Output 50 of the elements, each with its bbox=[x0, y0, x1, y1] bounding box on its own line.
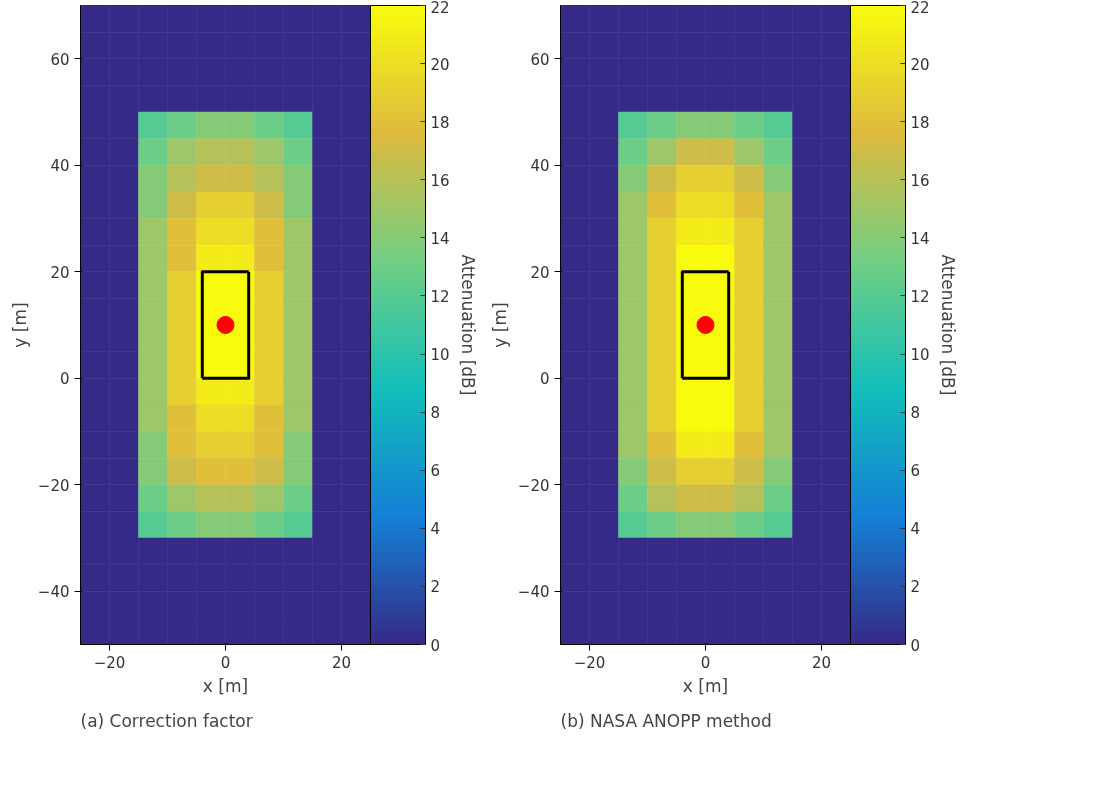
y-axis-title: y [m] bbox=[9, 302, 30, 348]
color-bar-label: 10 bbox=[910, 346, 930, 365]
color-bar-label: 14 bbox=[430, 229, 450, 248]
text: (b) NASA ANOPP method bbox=[560, 710, 772, 731]
x-tick-label: 0 bbox=[220, 653, 231, 672]
y-tick-label: −20 bbox=[517, 476, 550, 495]
color-bar-title: Attenuation [dB] bbox=[457, 254, 478, 396]
color-bar-title: Attenuation [dB] bbox=[937, 254, 958, 396]
x-tick-label: 0 bbox=[700, 653, 711, 672]
y-tick-label: −40 bbox=[517, 583, 550, 602]
y-tick-label: 0 bbox=[59, 370, 70, 389]
text: (a) Correction factor bbox=[80, 710, 253, 731]
color-bar-label: 20 bbox=[910, 55, 930, 74]
y-tick-label: 20 bbox=[530, 263, 550, 282]
color-bar-label: 6 bbox=[910, 462, 921, 481]
color-bar-label: 12 bbox=[910, 287, 930, 306]
y-tick-label: 40 bbox=[50, 157, 70, 176]
color-bar-label: 16 bbox=[430, 171, 450, 190]
color-bar-label: 18 bbox=[430, 113, 450, 132]
x-tick-label: 20 bbox=[331, 653, 352, 672]
color-bar-label: 16 bbox=[910, 171, 930, 190]
y-tick-label: 40 bbox=[530, 157, 550, 176]
y-tick-label: 20 bbox=[50, 263, 70, 282]
color-bar-label: 2 bbox=[430, 578, 441, 597]
color-bar-label: 22 bbox=[430, 0, 450, 17]
color-bar-label: 22 bbox=[910, 0, 930, 17]
color-bar-label: 8 bbox=[910, 404, 921, 423]
color-bar-label: 10 bbox=[430, 346, 450, 365]
x-axis-title: x [m] bbox=[682, 675, 729, 696]
y-tick-label: −40 bbox=[37, 583, 70, 602]
color-bar-label: 14 bbox=[910, 229, 930, 248]
color-bar-label: 8 bbox=[430, 404, 441, 423]
color-bar-label: 0 bbox=[430, 636, 441, 655]
x-tick-label: −20 bbox=[573, 653, 606, 672]
color-bar-label: 20 bbox=[430, 55, 450, 74]
color-bar-label: 4 bbox=[430, 520, 441, 539]
color-bar-label: 6 bbox=[430, 462, 441, 481]
y-tick-label: 60 bbox=[530, 50, 550, 69]
color-bar-label: 4 bbox=[910, 520, 921, 539]
x-tick-label: −20 bbox=[93, 653, 126, 672]
x-axis-title: x [m] bbox=[202, 675, 249, 696]
color-bar-label: 18 bbox=[910, 113, 930, 132]
color-bar-label: 12 bbox=[430, 287, 450, 306]
y-axis-title: y [m] bbox=[489, 302, 510, 348]
x-tick-label: 20 bbox=[811, 653, 832, 672]
y-tick-label: −20 bbox=[37, 476, 70, 495]
y-tick-label: 60 bbox=[50, 50, 70, 69]
color-bar-label: 0 bbox=[910, 636, 921, 655]
color-bar-label: 2 bbox=[910, 578, 921, 597]
y-tick-label: 0 bbox=[539, 370, 550, 389]
